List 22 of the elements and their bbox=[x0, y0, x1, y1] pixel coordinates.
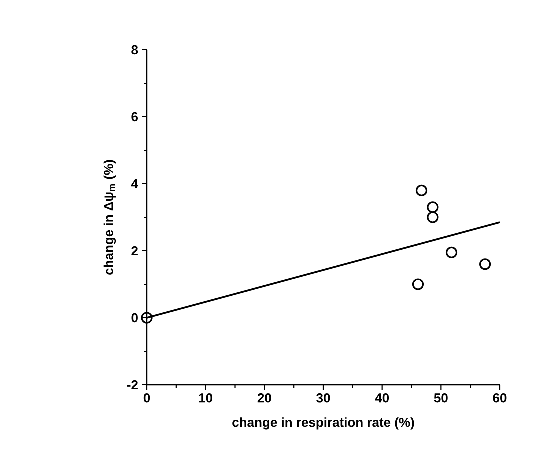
y-tick-label: 0 bbox=[132, 313, 138, 323]
y-tick-label: 2 bbox=[132, 246, 138, 256]
x-tick-label: 40 bbox=[375, 394, 390, 403]
x-tick-label: 0 bbox=[144, 394, 150, 403]
point bbox=[416, 184, 428, 196]
y-tick-label: 4 bbox=[131, 180, 138, 188]
x-tick-label: 10 bbox=[199, 394, 213, 403]
x-axis-title: change in respiration rate (%) bbox=[232, 418, 414, 430]
x-tick-label: 50 bbox=[434, 394, 448, 403]
x-tick-label: 60 bbox=[493, 394, 507, 403]
point bbox=[412, 278, 424, 290]
point bbox=[141, 312, 153, 324]
y-tick-label: 8 bbox=[132, 45, 138, 55]
y-axis-title: change in Δψ$_{m}$ (%) bbox=[104, 160, 116, 275]
point bbox=[427, 202, 439, 214]
x-tick-label: 20 bbox=[258, 394, 272, 403]
point bbox=[427, 212, 439, 224]
y-tick-label: -2 bbox=[127, 380, 138, 390]
x-tick-label: 30 bbox=[316, 394, 330, 403]
point bbox=[479, 258, 492, 270]
y-tick-label: 6 bbox=[132, 112, 138, 122]
point bbox=[446, 246, 458, 258]
